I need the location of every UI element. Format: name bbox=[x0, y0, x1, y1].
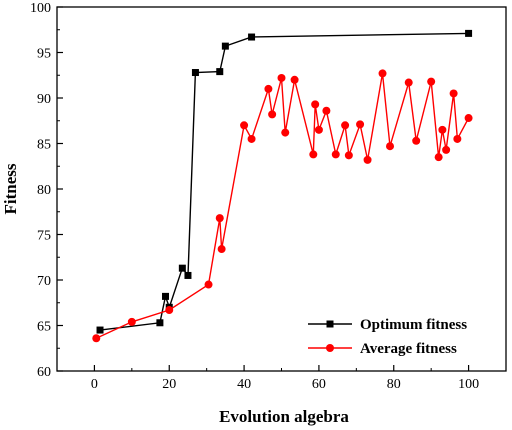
data-point bbox=[264, 84, 273, 93]
x-axis-title: Evolution algebra bbox=[219, 407, 349, 426]
data-point bbox=[309, 150, 318, 159]
y-tick-label: 85 bbox=[37, 138, 51, 153]
data-point bbox=[438, 125, 447, 134]
y-tick-label: 80 bbox=[37, 183, 51, 198]
x-tick-label: 100 bbox=[458, 377, 479, 392]
data-point bbox=[216, 68, 224, 76]
legend-marker-1 bbox=[326, 344, 334, 352]
data-point bbox=[156, 319, 164, 327]
legend-label-1: Average fitness bbox=[360, 341, 457, 357]
data-point bbox=[217, 245, 226, 254]
data-point bbox=[92, 334, 101, 343]
data-point bbox=[331, 150, 340, 159]
data-point bbox=[215, 214, 224, 223]
y-axis-title: Fitness bbox=[1, 163, 20, 214]
data-point bbox=[281, 128, 290, 137]
data-point bbox=[248, 33, 256, 41]
data-point bbox=[442, 145, 451, 154]
data-point bbox=[240, 121, 249, 130]
x-tick-label: 0 bbox=[91, 377, 98, 392]
y-tick-label: 95 bbox=[37, 47, 51, 62]
y-tick-label: 75 bbox=[37, 229, 51, 244]
data-point bbox=[449, 89, 458, 98]
data-point bbox=[434, 153, 443, 162]
data-point bbox=[178, 264, 186, 272]
data-point bbox=[322, 106, 331, 115]
y-tick-label: 100 bbox=[30, 1, 51, 16]
series-line-1 bbox=[96, 73, 470, 339]
data-point bbox=[191, 69, 199, 77]
data-point bbox=[314, 125, 323, 134]
data-point bbox=[311, 100, 320, 109]
data-point bbox=[127, 317, 136, 326]
x-tick-label: 40 bbox=[237, 377, 251, 392]
data-point bbox=[465, 29, 473, 37]
x-tick-label: 60 bbox=[312, 377, 326, 392]
data-point bbox=[386, 142, 395, 151]
data-point bbox=[184, 271, 192, 279]
x-tick-label: 80 bbox=[387, 377, 401, 392]
legend-label-0: Optimum fitness bbox=[360, 317, 467, 333]
data-point bbox=[268, 110, 277, 119]
data-point bbox=[453, 134, 462, 143]
data-point bbox=[378, 69, 387, 78]
y-tick-label: 70 bbox=[37, 274, 51, 289]
data-point bbox=[363, 155, 372, 164]
legend-marker-0 bbox=[326, 320, 334, 328]
data-point bbox=[221, 42, 229, 50]
y-tick-label: 90 bbox=[37, 92, 51, 107]
data-point bbox=[412, 136, 421, 145]
y-tick-label: 60 bbox=[37, 365, 51, 380]
data-point bbox=[96, 326, 104, 334]
data-point bbox=[427, 77, 436, 86]
data-point bbox=[464, 114, 473, 123]
data-point bbox=[204, 280, 213, 289]
data-point bbox=[277, 73, 286, 82]
data-point bbox=[165, 306, 174, 315]
x-tick-label: 20 bbox=[162, 377, 176, 392]
data-point bbox=[162, 292, 170, 300]
data-point bbox=[356, 120, 365, 129]
data-point bbox=[290, 75, 299, 84]
y-tick-label: 65 bbox=[37, 320, 51, 335]
data-point bbox=[404, 78, 413, 87]
data-point bbox=[341, 121, 350, 130]
data-point bbox=[247, 134, 256, 143]
data-point bbox=[344, 151, 353, 160]
